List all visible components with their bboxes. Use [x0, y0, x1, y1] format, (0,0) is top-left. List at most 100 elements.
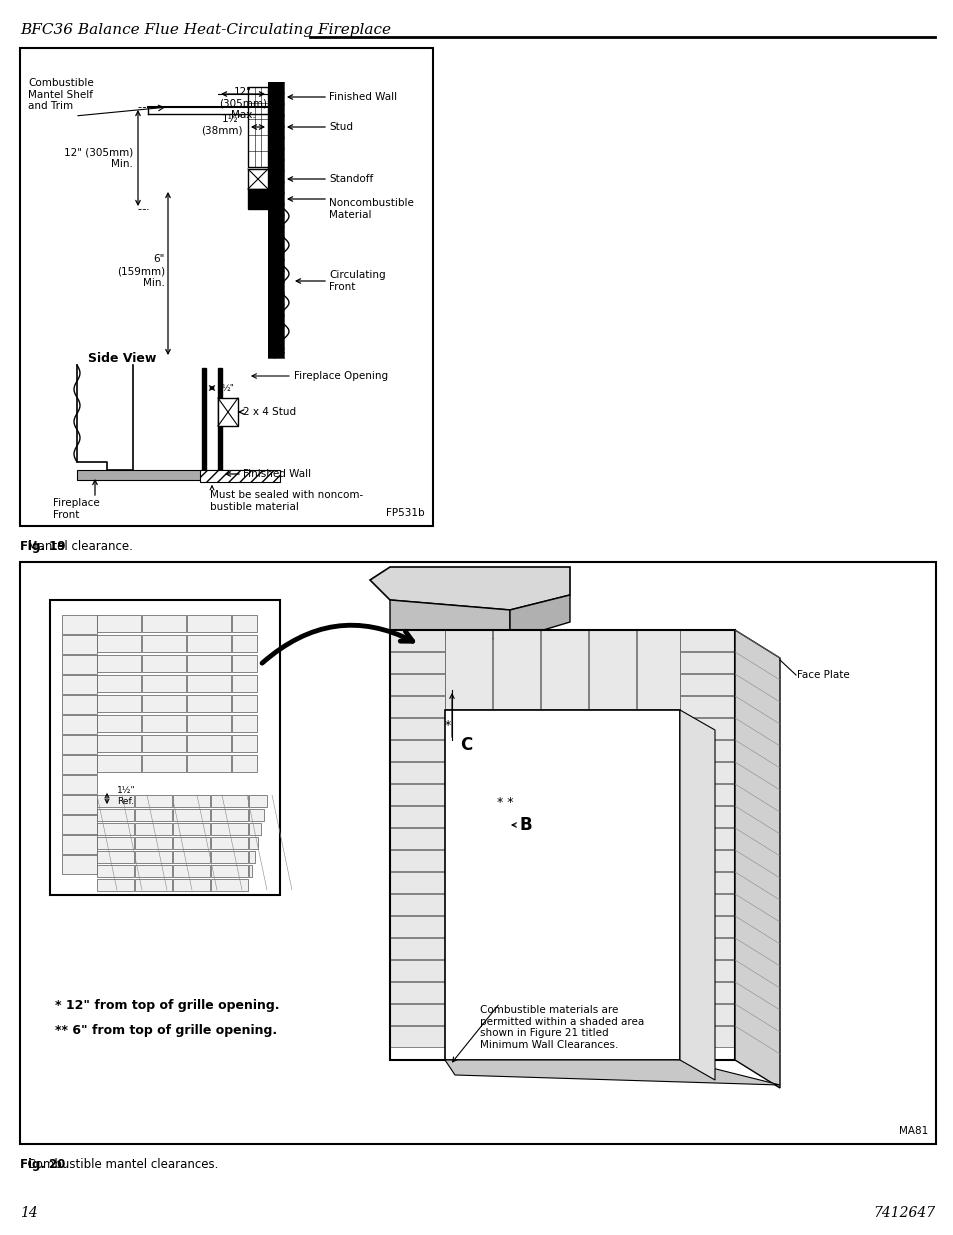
Bar	[390, 850, 444, 871]
Bar	[390, 1026, 444, 1047]
Bar	[142, 635, 186, 652]
Bar	[97, 864, 133, 877]
Bar	[211, 851, 248, 863]
Bar	[172, 837, 210, 848]
Bar	[62, 755, 97, 774]
Bar	[390, 982, 444, 1003]
Bar	[62, 655, 97, 674]
Text: BFC36 Balance Flue Heat-Circulating Fireplace: BFC36 Balance Flue Heat-Circulating Fire…	[20, 23, 391, 37]
Text: 2 x 4 Stud: 2 x 4 Stud	[243, 408, 295, 417]
Text: 12"
(305mm)
Max.: 12" (305mm) Max.	[219, 86, 267, 120]
Text: Mantel clearance.: Mantel clearance.	[20, 540, 132, 553]
Bar	[62, 776, 97, 794]
Bar	[97, 615, 141, 632]
Bar	[679, 872, 734, 893]
Bar	[390, 784, 444, 805]
Text: Combustible mantel clearances.: Combustible mantel clearances.	[20, 1158, 218, 1171]
Bar	[20, 562, 935, 1144]
Bar	[679, 982, 734, 1003]
Text: 1½"
(38mm): 1½" (38mm)	[201, 114, 243, 136]
Bar	[211, 837, 248, 848]
Bar	[62, 795, 97, 814]
Bar	[97, 655, 141, 672]
Bar	[679, 762, 734, 783]
Polygon shape	[390, 600, 510, 640]
Bar	[187, 615, 231, 632]
Bar	[97, 635, 141, 652]
Text: Finished Wall: Finished Wall	[243, 469, 311, 479]
Bar	[172, 795, 210, 806]
Bar	[135, 864, 172, 877]
Text: Combustible
Mantel Shelf
and Trim: Combustible Mantel Shelf and Trim	[28, 78, 93, 111]
Bar	[142, 715, 186, 732]
Text: C: C	[459, 736, 472, 755]
Bar	[637, 630, 679, 709]
Bar	[97, 795, 133, 806]
Bar	[97, 676, 141, 692]
Text: 12" (305mm)
Min.: 12" (305mm) Min.	[64, 147, 132, 169]
Text: Fireplace
Front: Fireplace Front	[53, 498, 100, 520]
Text: FP531b: FP531b	[386, 508, 424, 517]
Bar	[211, 795, 248, 806]
Bar	[187, 676, 231, 692]
Bar	[172, 823, 210, 835]
Bar	[202, 368, 206, 471]
Polygon shape	[679, 710, 714, 1079]
Bar	[232, 676, 256, 692]
Bar	[390, 827, 444, 848]
Bar	[135, 837, 172, 848]
Bar	[135, 879, 172, 890]
Bar	[268, 82, 284, 358]
Bar	[97, 823, 133, 835]
Bar	[444, 710, 679, 1060]
Bar	[248, 86, 268, 167]
Text: Must be sealed with noncom-
bustible material: Must be sealed with noncom- bustible mat…	[210, 490, 363, 511]
Bar	[62, 635, 97, 655]
Bar	[390, 652, 444, 673]
Bar	[679, 806, 734, 827]
Bar	[172, 879, 210, 890]
Text: Standoff: Standoff	[329, 174, 373, 184]
Bar	[679, 1004, 734, 1025]
Text: ½": ½"	[221, 384, 233, 393]
Bar	[62, 695, 97, 714]
Bar	[679, 697, 734, 718]
Bar	[390, 674, 444, 695]
Bar	[444, 710, 679, 1060]
Bar	[232, 715, 256, 732]
Bar	[62, 815, 97, 834]
Bar	[97, 695, 141, 713]
Text: Face Plate: Face Plate	[796, 671, 849, 680]
Bar	[679, 740, 734, 761]
Bar	[135, 823, 172, 835]
Bar	[248, 169, 268, 189]
Bar	[588, 630, 636, 709]
Bar	[135, 809, 172, 821]
Text: * 12" from top of grille opening.: * 12" from top of grille opening.	[55, 999, 279, 1011]
Bar	[97, 715, 141, 732]
Text: Finished Wall: Finished Wall	[329, 91, 396, 103]
Text: Noncombustible
Material: Noncombustible Material	[329, 198, 414, 220]
Bar	[248, 189, 268, 209]
Bar	[390, 630, 734, 1060]
Bar	[62, 715, 97, 734]
Text: Side View: Side View	[88, 352, 156, 366]
Polygon shape	[510, 595, 569, 640]
Bar	[211, 823, 248, 835]
Text: MA81: MA81	[898, 1126, 927, 1136]
Bar	[679, 784, 734, 805]
Bar	[390, 939, 444, 960]
Bar	[20, 48, 433, 526]
Bar	[172, 864, 210, 877]
Bar	[232, 695, 256, 713]
Bar	[390, 806, 444, 827]
Bar	[187, 715, 231, 732]
Bar	[232, 615, 256, 632]
Bar	[172, 809, 210, 821]
Bar	[390, 916, 444, 937]
Text: * *: * *	[497, 797, 513, 809]
Bar	[493, 630, 539, 709]
Bar	[218, 368, 222, 471]
Text: ** 6" from top of grille opening.: ** 6" from top of grille opening.	[55, 1024, 276, 1037]
Bar	[97, 879, 133, 890]
